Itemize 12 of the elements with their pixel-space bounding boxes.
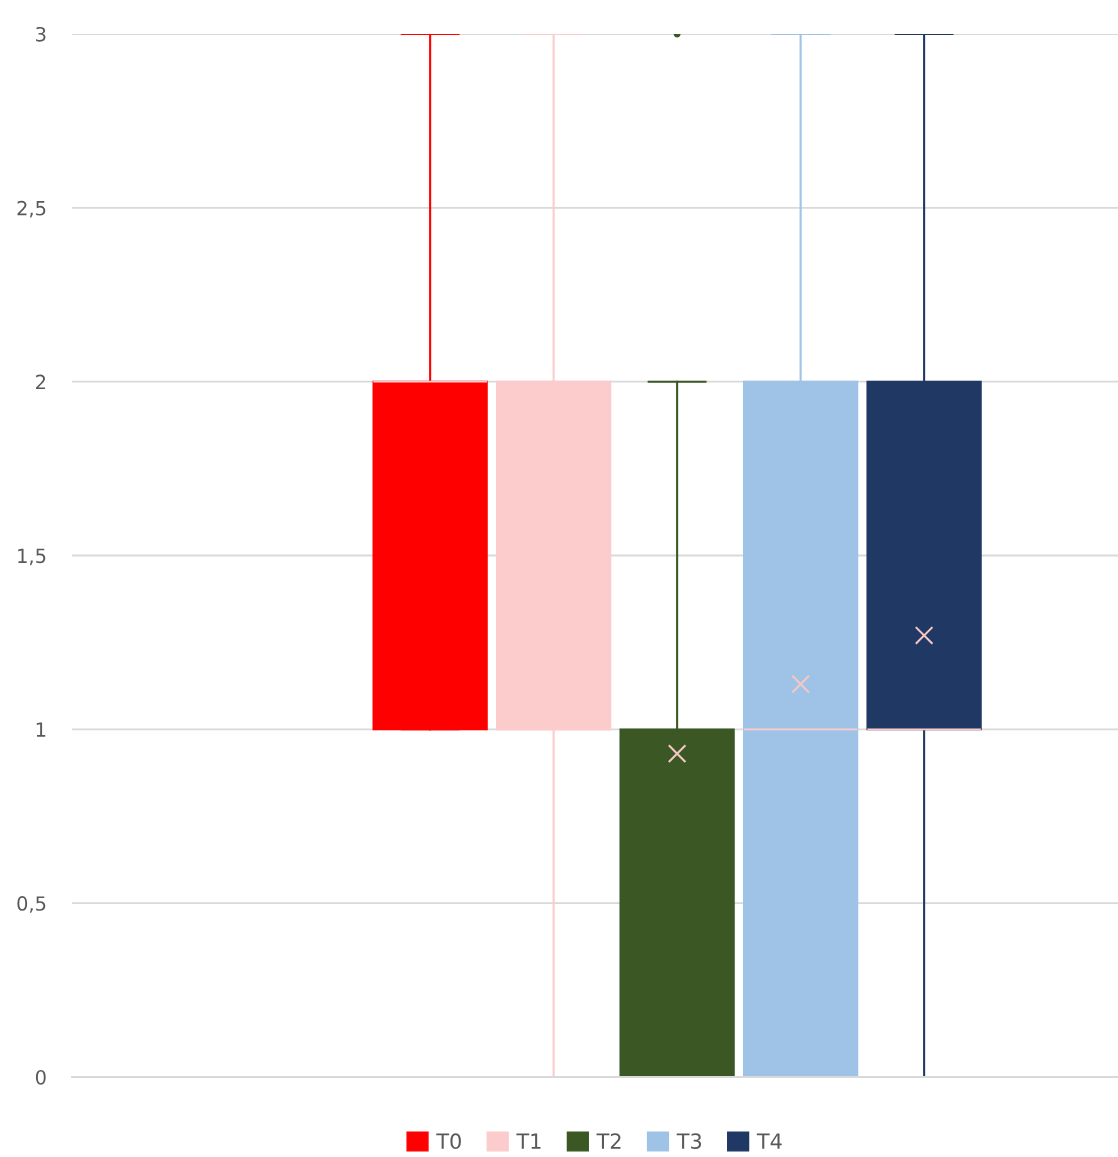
legend-label: T3 xyxy=(676,1133,702,1150)
legend-label: T1 xyxy=(516,1133,541,1149)
y-tick-label: 1,5 xyxy=(18,548,46,566)
y-tick-label: 3 xyxy=(36,26,46,42)
y-tick-label: 1 xyxy=(36,722,46,737)
legend-label: T0 xyxy=(436,1133,461,1150)
legend-label: T2 xyxy=(596,1133,621,1149)
y-tick-label: 2 xyxy=(36,374,46,390)
legend-label: T4 xyxy=(756,1133,782,1149)
y-tick-label: 0,5 xyxy=(17,896,46,913)
y-tick-label: 2,5 xyxy=(17,200,46,218)
y-tick-label: 0 xyxy=(35,1069,46,1085)
